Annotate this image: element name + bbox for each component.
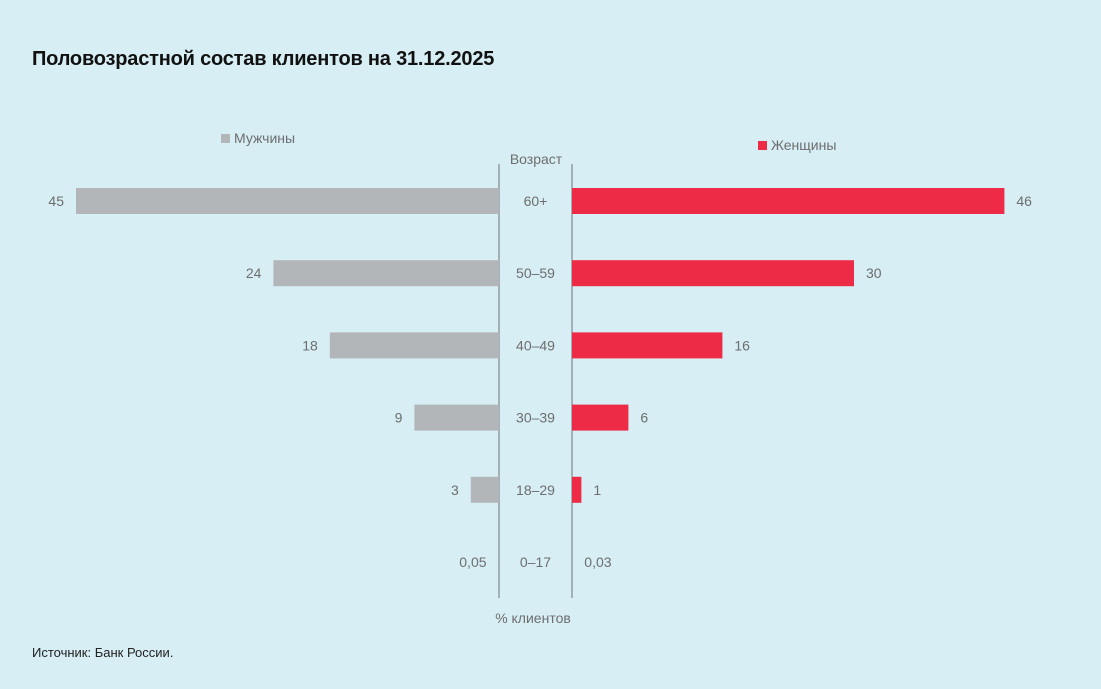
data-label-women: 0,03 xyxy=(584,554,611,570)
bar-women xyxy=(572,404,629,431)
bar-men xyxy=(273,260,499,287)
category-label: 30–39 xyxy=(516,410,555,426)
legend-swatch-men xyxy=(221,134,230,143)
bar-women xyxy=(572,188,1005,214)
category-label: 40–49 xyxy=(516,337,555,353)
source-note: Источник: Банк России. xyxy=(32,645,174,660)
legend-swatch-women xyxy=(758,141,767,150)
bar-men xyxy=(414,404,499,431)
data-label-women: 6 xyxy=(640,410,648,426)
category-label: 50–59 xyxy=(516,265,555,281)
bar-men xyxy=(76,188,499,214)
data-label-men: 0,05 xyxy=(459,554,486,570)
data-label-men: 3 xyxy=(451,482,459,498)
bars-layer: 60+ 45 46 50–59 24 30 40–49 18 16 30–39 9 6 18–29 3 1 0… xyxy=(48,188,1032,570)
bar-women xyxy=(572,260,854,287)
value-axis-label: % клиентов xyxy=(495,610,571,626)
category-axis-label: Возраст xyxy=(510,151,563,167)
category-label: 18–29 xyxy=(516,482,555,498)
data-label-men: 18 xyxy=(302,337,318,353)
bar-women xyxy=(572,332,723,359)
category-label: 60+ xyxy=(524,193,548,209)
data-label-women: 16 xyxy=(734,337,750,353)
data-label-women: 46 xyxy=(1016,193,1032,209)
legend-label-women: Женщины xyxy=(771,137,836,153)
data-label-women: 30 xyxy=(866,265,882,281)
data-label-women: 1 xyxy=(593,482,601,498)
data-label-men: 45 xyxy=(48,193,64,209)
category-label: 0–17 xyxy=(520,554,551,570)
bar-men xyxy=(470,476,499,503)
legend-label-men: Мужчины xyxy=(234,130,295,146)
data-label-men: 24 xyxy=(246,265,262,281)
chart-title: Половозрастной состав клиентов на 31.12.… xyxy=(32,48,495,70)
bar-men xyxy=(329,332,499,359)
data-label-men: 9 xyxy=(395,410,403,426)
bar-women xyxy=(572,476,582,503)
